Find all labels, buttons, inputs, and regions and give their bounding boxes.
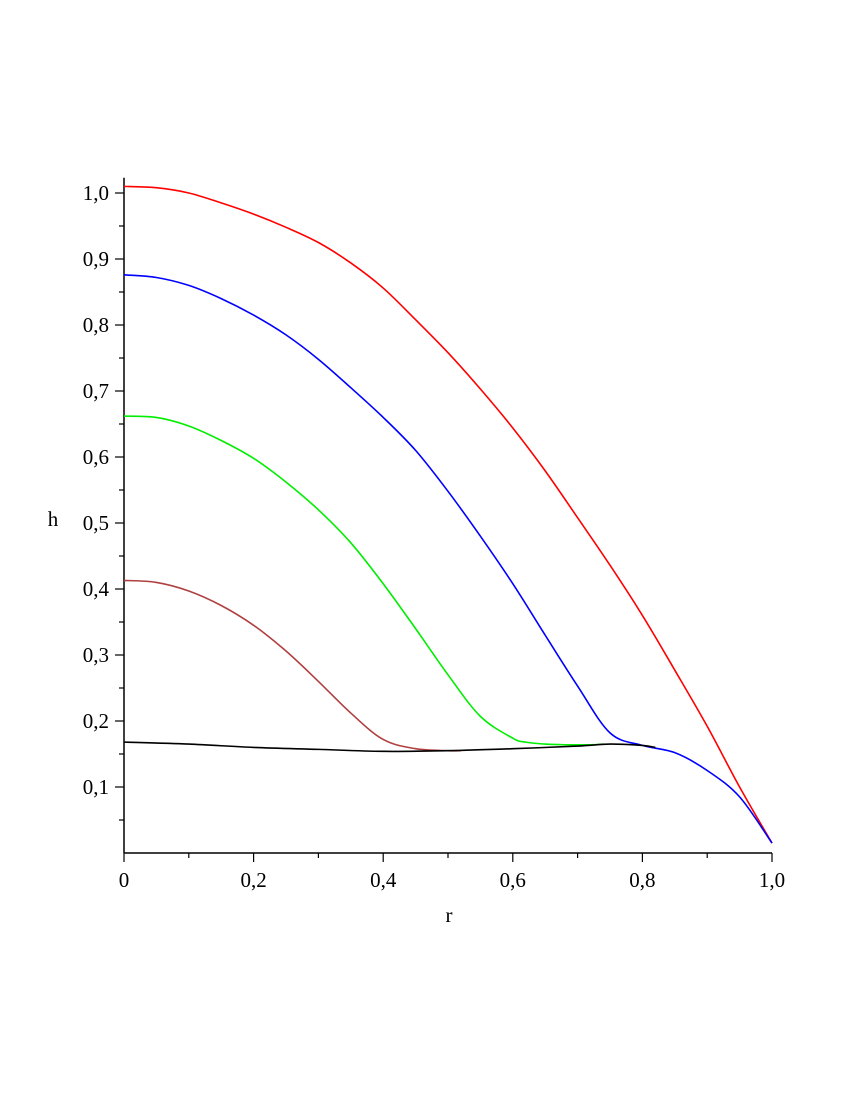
y-tick-label: 0,3 <box>83 643 109 667</box>
series-layer <box>123 185 773 844</box>
x-tick-label: 0,2 <box>240 868 266 892</box>
y-tick-label: 0,4 <box>83 577 110 601</box>
y-tick-label: 0,2 <box>83 709 109 733</box>
y-tick-label: 1,0 <box>83 181 109 205</box>
axes: 0 0,2 0,4 0,6 0,8 1,0 0,1 0,2 0,3 0,4 0,5 0,6 0,7 0,8… <box>83 177 785 892</box>
x-axis-label: r <box>446 903 453 927</box>
y-tick-label: 0,5 <box>83 511 109 535</box>
series-line-3 <box>123 415 604 746</box>
x-tick-label: 0 <box>119 868 130 892</box>
y-tick-label: 0,8 <box>83 313 109 337</box>
series-line-5 <box>123 741 656 753</box>
x-tick-label: 0,8 <box>629 868 655 892</box>
series-line-1 <box>123 185 773 844</box>
y-tick-label: 0,6 <box>83 445 109 469</box>
series-line-4 <box>123 579 461 752</box>
y-tick-label: 0,9 <box>83 247 109 271</box>
y-tick-label: 0,1 <box>83 775 109 799</box>
series-line-2 <box>123 274 773 844</box>
x-tick-label: 0,6 <box>500 868 526 892</box>
y-tick-label: 0,7 <box>83 379 109 403</box>
y-axis-label: h <box>48 507 59 531</box>
x-tick-label: 1,0 <box>759 868 785 892</box>
x-tick-label: 0,4 <box>370 868 397 892</box>
